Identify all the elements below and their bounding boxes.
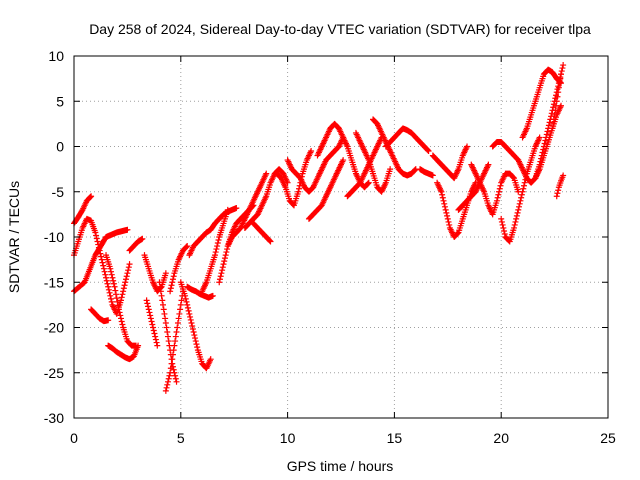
y-tick-label: -5 bbox=[52, 184, 65, 200]
series-track-11 bbox=[162, 288, 186, 394]
point-markers bbox=[417, 166, 436, 179]
series-track-25 bbox=[344, 134, 385, 200]
series-track-36 bbox=[519, 66, 565, 141]
series-track-21 bbox=[273, 148, 315, 209]
series-track-4 bbox=[88, 306, 112, 325]
point-markers bbox=[126, 235, 146, 254]
series-track-22 bbox=[284, 134, 347, 195]
point-markers bbox=[143, 297, 161, 349]
series-track-31 bbox=[429, 143, 471, 182]
series-track-30 bbox=[434, 179, 479, 240]
y-tick-label: -20 bbox=[44, 320, 64, 336]
y-tick-label: -30 bbox=[44, 410, 64, 426]
y-tick-label: 10 bbox=[48, 48, 64, 64]
point-markers bbox=[241, 166, 291, 231]
series-track-19 bbox=[241, 166, 291, 231]
point-markers bbox=[344, 134, 385, 200]
point-markers bbox=[199, 206, 231, 295]
series-track-14 bbox=[184, 283, 216, 301]
y-tick-label: 0 bbox=[56, 139, 64, 155]
point-markers bbox=[103, 252, 139, 349]
series-track-18 bbox=[224, 170, 270, 250]
point-markers bbox=[224, 170, 270, 250]
series-track-20 bbox=[250, 220, 274, 245]
point-markers bbox=[305, 157, 347, 222]
point-markers bbox=[314, 120, 372, 191]
series-track-7 bbox=[126, 235, 146, 254]
point-markers bbox=[519, 66, 565, 141]
series-track-5 bbox=[103, 252, 139, 349]
axis-ticks: 0 5 10 15 20 25 -30 -25 -20 -15 -10 -5 0 5 10 bbox=[44, 48, 616, 446]
point-markers bbox=[382, 125, 432, 155]
point-markers bbox=[468, 161, 522, 218]
series-track-28 bbox=[382, 125, 432, 155]
series-track-24 bbox=[314, 120, 372, 191]
series-track-39 bbox=[553, 172, 567, 200]
point-markers bbox=[167, 243, 191, 295]
x-axis-label: GPS time / hours bbox=[287, 458, 394, 474]
point-markers bbox=[352, 129, 394, 195]
point-markers bbox=[434, 179, 479, 240]
y-tick-label: -10 bbox=[44, 229, 64, 245]
series-track-16 bbox=[199, 206, 231, 295]
point-markers bbox=[162, 288, 186, 394]
y-tick-label: 5 bbox=[56, 93, 64, 109]
series-track-6 bbox=[105, 342, 142, 363]
x-tick-label: 20 bbox=[493, 430, 509, 446]
y-axis-label: SDTVAR / TECUs bbox=[6, 181, 22, 293]
point-markers bbox=[273, 148, 315, 209]
chart-title: Day 258 of 2024, Sidereal Day-to-day VTE… bbox=[89, 21, 591, 37]
series-track-12 bbox=[167, 243, 191, 295]
series-track-38 bbox=[549, 62, 567, 132]
point-markers bbox=[284, 134, 347, 195]
point-markers bbox=[105, 342, 142, 363]
point-markers bbox=[184, 283, 216, 301]
x-tick-label: 15 bbox=[387, 430, 403, 446]
y-tick-label: -15 bbox=[44, 274, 64, 290]
x-tick-label: 5 bbox=[177, 430, 185, 446]
x-tick-label: 0 bbox=[70, 430, 78, 446]
series-track-13 bbox=[177, 279, 214, 372]
data-points bbox=[71, 62, 567, 394]
point-markers bbox=[429, 143, 471, 182]
x-tick-label: 10 bbox=[280, 430, 296, 446]
series-track-26 bbox=[352, 129, 394, 195]
point-markers bbox=[549, 62, 567, 132]
series-track-33 bbox=[468, 161, 522, 218]
y-tick-label: -25 bbox=[44, 365, 64, 381]
point-markers bbox=[250, 220, 274, 245]
x-tick-label: 25 bbox=[600, 430, 616, 446]
series-track-23 bbox=[305, 157, 347, 222]
point-markers bbox=[177, 279, 214, 372]
point-markers bbox=[88, 306, 112, 325]
point-markers bbox=[553, 172, 567, 200]
series-track-29 bbox=[417, 166, 436, 179]
series-track-9 bbox=[143, 297, 161, 349]
